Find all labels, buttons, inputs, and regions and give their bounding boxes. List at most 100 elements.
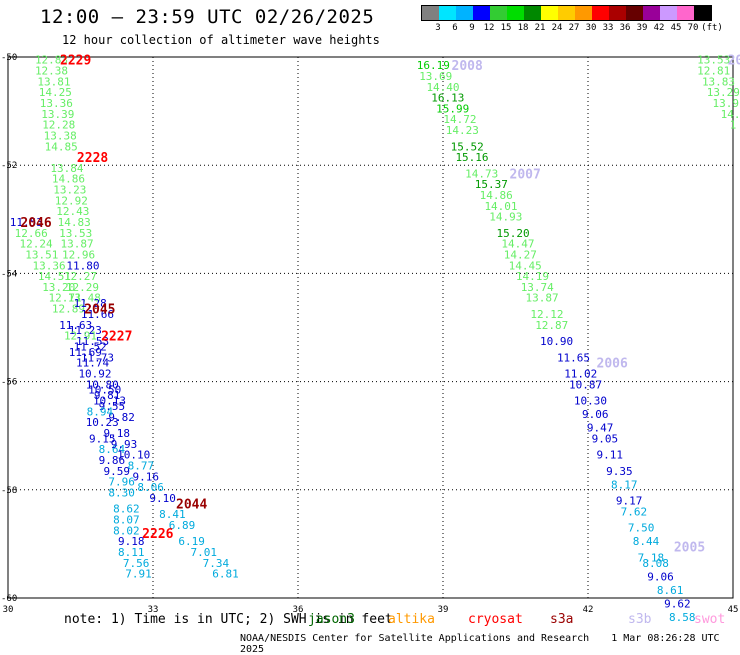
scale-swatch	[626, 6, 643, 20]
wave-height-value: 15.20	[497, 227, 530, 240]
wave-height-value: 15.16	[455, 151, 488, 164]
scale-swatch	[575, 6, 592, 20]
wave-height-value: 12.92	[55, 194, 88, 207]
scale-swatch	[541, 6, 558, 20]
wave-height-value: 10.10	[117, 449, 150, 462]
wave-height-value: 13.39	[41, 108, 74, 121]
wave-height-value: 10.30	[574, 395, 607, 408]
wave-height-value: 12.89	[52, 303, 85, 316]
wave-height-value: 9.86	[99, 454, 126, 467]
wave-height-value: 8.17	[611, 478, 638, 491]
wave-height-value: 12.66	[15, 227, 48, 240]
wave-height-value: 14.51	[38, 270, 71, 283]
wave-height-value: 9.81	[94, 389, 121, 402]
page-title: 12:00 — 23:59 UTC 02/26/2025	[40, 6, 375, 28]
wave-height-value: 15.37	[475, 178, 508, 191]
scale-swatch	[490, 6, 507, 20]
wave-height-value: 11.02	[564, 367, 597, 380]
wave-height-value: 8.30	[108, 487, 135, 500]
scale-swatch	[558, 6, 575, 20]
pass-time-label: 2005	[674, 541, 705, 556]
wave-height-value: 10.87	[569, 378, 602, 391]
pass-time-label: 2226	[142, 527, 173, 542]
scale-label: 45	[670, 23, 682, 33]
pass-time-label: 2044	[176, 497, 207, 512]
wave-height-value: 11.53	[10, 216, 43, 229]
wave-height-value: 6.89	[169, 519, 196, 532]
scale-swatch	[439, 6, 456, 20]
scale-label: 21	[534, 23, 546, 33]
wave-height-value: 13.74	[521, 281, 554, 294]
scale-label: 36	[619, 23, 631, 33]
satellite-name: cryosat	[468, 612, 523, 627]
wave-height-points: 12.8312.3813.8114.2513.3613.3912.2813.38…	[10, 54, 740, 624]
wave-height-value: 14.25	[39, 86, 72, 99]
lon-tick-label: 33	[148, 605, 159, 615]
wave-height-value: 14.47	[501, 238, 534, 251]
wave-height-value: 9.06	[582, 408, 609, 421]
color-scale-legend: 3 6 9 12 15 18 21 24 27 30 33 36 39 42 45 70 (ft)	[421, 5, 723, 33]
wave-height-value: 7.91	[125, 568, 152, 581]
wave-height-value: 8.64	[99, 443, 126, 456]
satellite-name: s3b	[628, 612, 652, 627]
wave-height-value: 14.23	[446, 124, 479, 137]
wave-height-value: 14.83	[58, 216, 91, 229]
wave-height-value: 10.90	[540, 335, 573, 348]
wave-height-value: 8.94	[87, 405, 114, 418]
wave-height-value: 12.87	[535, 319, 568, 332]
wave-height-value: 9.59	[104, 465, 131, 478]
wave-height-value: 13.83	[702, 75, 735, 88]
wave-height-value: 8.61	[657, 584, 684, 597]
pass-time-label: 2006	[597, 357, 628, 372]
wave-height-value: 11.65	[557, 351, 590, 364]
scale-label: 39	[636, 23, 648, 33]
wave-height-value: 13.48	[68, 292, 101, 305]
wave-height-value: 9.17	[616, 495, 643, 508]
wave-height-value: 9.93	[111, 438, 138, 451]
wave-height-value: 13.9	[713, 97, 740, 110]
wave-height-value: 14.72	[443, 113, 476, 126]
wave-height-value: 10.92	[78, 367, 111, 380]
satellite-name: s3a	[550, 612, 574, 627]
wave-height-value: 13.20	[42, 281, 75, 294]
pass-time-label: 2045	[84, 303, 115, 318]
wave-height-value: 14.	[721, 108, 740, 121]
scale-swatch	[456, 6, 473, 20]
lat-tick-label: -58	[1, 486, 17, 496]
footer: NOAA/NESDIS Center for Satellite Applica…	[240, 633, 740, 655]
wave-height-value: 16.13	[431, 92, 464, 105]
wave-height-value: 9.15	[89, 432, 116, 445]
wave-height-value: 12.27	[64, 270, 97, 283]
wave-height-value: 13.36	[33, 259, 66, 272]
lon-tick-label: 45	[728, 605, 739, 615]
wave-height-value: 9.47	[587, 422, 614, 435]
scale-swatch	[677, 6, 694, 20]
wave-height-value: 14.86	[480, 189, 513, 202]
wave-height-value: 9.16	[133, 470, 160, 483]
lat-tick-label: -56	[1, 378, 17, 388]
wave-height-value: 11.66	[81, 308, 114, 321]
note-text: note: 1) Time is in UTC; 2) SWH is in fe…	[64, 612, 393, 627]
color-scale-bar	[421, 5, 712, 21]
lon-tick-label: 39	[438, 605, 449, 615]
scale-label: 12	[483, 23, 495, 33]
wave-height-value: 8.11	[118, 546, 145, 559]
scale-swatch	[507, 6, 524, 20]
lat-tick-label: -52	[1, 161, 17, 171]
wave-height-value: 12.81	[697, 65, 730, 78]
wave-height-value: 9.62	[664, 597, 691, 610]
wave-height-value: 12.91	[64, 330, 97, 343]
scale-label: 70	[687, 23, 699, 33]
wave-height-value: 12.83	[35, 54, 68, 67]
scale-swatch	[422, 6, 439, 20]
wave-height-value: 13.81	[37, 75, 70, 88]
scale-label: 24	[551, 23, 563, 33]
wave-height-value: 11.52	[74, 340, 107, 353]
scale-label: 27	[568, 23, 580, 33]
wave-height-value: 9.11	[597, 449, 624, 462]
wave-height-value: 15.99	[436, 102, 469, 115]
scale-swatch	[643, 6, 660, 20]
lon-tick-label: 30	[3, 605, 14, 615]
wave-height-value: 13.69	[419, 70, 452, 83]
